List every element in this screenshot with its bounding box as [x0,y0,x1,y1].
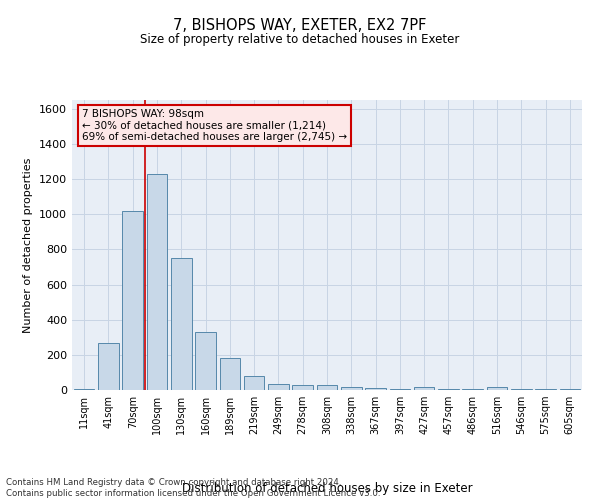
Bar [487,388,508,390]
Bar [341,388,362,390]
Bar [244,376,265,390]
Bar [171,258,191,390]
Bar [365,388,386,390]
Bar [317,384,337,390]
Text: Contains HM Land Registry data © Crown copyright and database right 2024.
Contai: Contains HM Land Registry data © Crown c… [6,478,380,498]
Bar [535,389,556,390]
Bar [414,388,434,390]
Text: Size of property relative to detached houses in Exeter: Size of property relative to detached ho… [140,32,460,46]
Bar [292,384,313,390]
Bar [560,389,580,390]
Bar [438,389,459,390]
Bar [146,174,167,390]
Text: 7, BISHOPS WAY, EXETER, EX2 7PF: 7, BISHOPS WAY, EXETER, EX2 7PF [173,18,427,32]
Bar [220,358,240,390]
X-axis label: Distribution of detached houses by size in Exeter: Distribution of detached houses by size … [182,482,472,494]
Bar [389,389,410,390]
Text: 7 BISHOPS WAY: 98sqm
← 30% of detached houses are smaller (1,214)
69% of semi-de: 7 BISHOPS WAY: 98sqm ← 30% of detached h… [82,108,347,142]
Bar [98,342,119,390]
Bar [268,384,289,390]
Bar [511,389,532,390]
Bar [195,332,216,390]
Y-axis label: Number of detached properties: Number of detached properties [23,158,34,332]
Bar [122,210,143,390]
Bar [463,389,483,390]
Bar [74,389,94,390]
